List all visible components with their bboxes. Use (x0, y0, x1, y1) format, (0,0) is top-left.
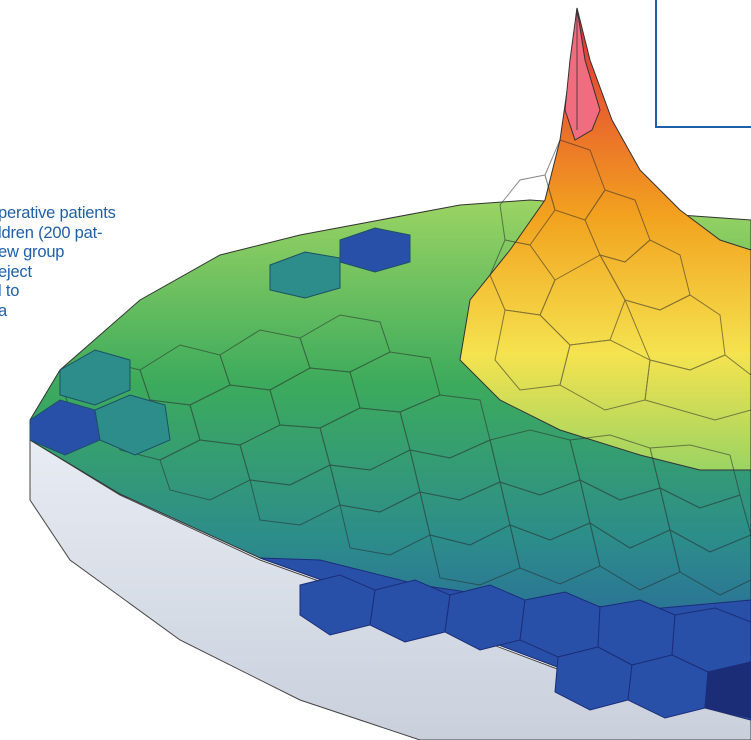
article-text-fragment: perative patients ldren (200 pat- ew gro… (0, 204, 298, 322)
article-text-line: ew group (0, 243, 65, 262)
hexagon-grid (59, 139, 751, 596)
article-text-line: ldren (200 pat- (0, 223, 103, 242)
surface-peak (459, 7, 751, 471)
article-text-line: eject (0, 262, 32, 281)
hexagon-grid-base (299, 574, 751, 719)
callout-box (655, 0, 751, 128)
surface-peak-spike (564, 7, 601, 141)
hexagon-grid-edge (29, 227, 411, 456)
article-text-line: a (0, 301, 7, 320)
article-text-line: perative patients (0, 204, 116, 222)
article-text-line: l to (0, 282, 20, 301)
